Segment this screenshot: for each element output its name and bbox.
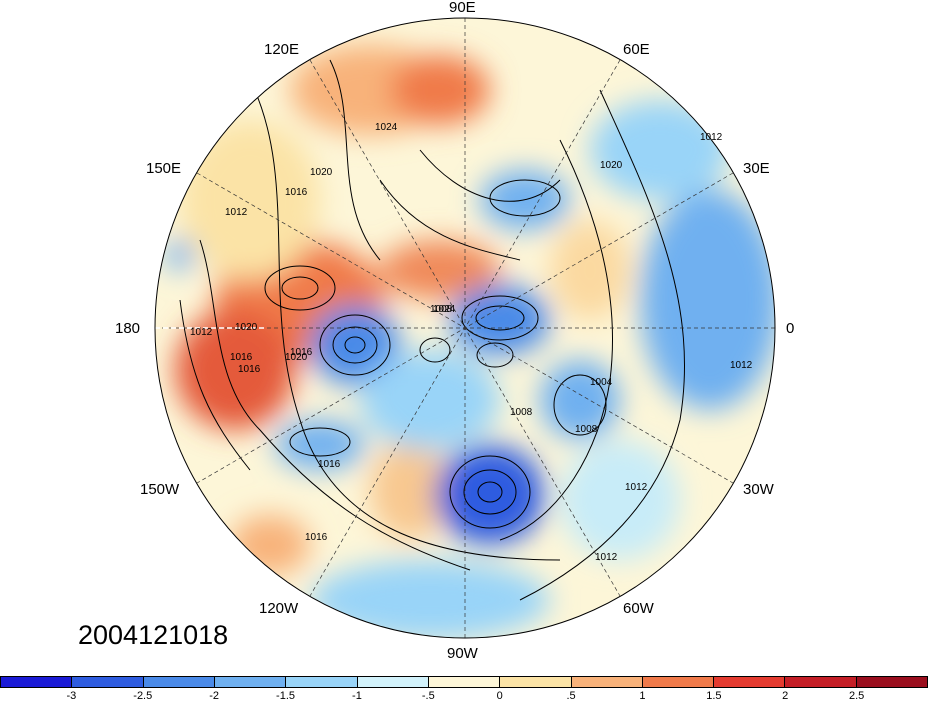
- timestamp-label: 2004121018: [78, 620, 229, 650]
- colorbar-swatch: [72, 676, 144, 688]
- contour-label: 1024: [375, 122, 398, 133]
- colorbar-tick-label: 1: [639, 690, 646, 702]
- contour-label: 1008: [575, 424, 598, 435]
- colorbar-tick-label: -3: [66, 690, 77, 702]
- colorbar-tick-label: -1.5: [276, 690, 296, 702]
- colorbar-swatch: [143, 676, 215, 688]
- contour-label: 1020: [600, 160, 623, 171]
- colorbar-swatch: [214, 676, 287, 688]
- meridian-grid: [155, 18, 775, 638]
- lon-label-90w: 90W: [447, 645, 478, 662]
- contour-label: 1008: [510, 407, 533, 418]
- lon-label-0: 0: [786, 320, 795, 337]
- contour-labels: 1024102010161012100810041020101610121008…: [190, 122, 753, 563]
- contour-label: 1020: [235, 322, 258, 333]
- contour-label: 1016: [318, 459, 341, 470]
- lon-label-30e: 30E: [743, 160, 770, 177]
- map-border: [154, 17, 776, 639]
- colorbar-swatch: [714, 676, 786, 688]
- lon-label-90e: 90E: [449, 0, 476, 16]
- contour-label: 1020: [310, 167, 333, 178]
- colorbar-swatch: [357, 676, 429, 688]
- lon-label-60w: 60W: [623, 600, 654, 617]
- colorbar-tick-label: 1.5: [706, 690, 722, 702]
- colorbar-tick-label: 0: [496, 690, 503, 702]
- colorbar-tick-label: 2.5: [848, 690, 865, 702]
- colorbar-tick-label: -2: [209, 690, 220, 702]
- colorbar-swatch: [428, 676, 501, 688]
- contour-label: 1012: [625, 482, 648, 493]
- contour-label: 1012: [190, 327, 213, 338]
- contour-label: 1012: [700, 132, 723, 143]
- contour-label: 1012: [225, 207, 248, 218]
- colorbar: [0, 676, 928, 688]
- colorbar-tick-label: .5: [566, 690, 576, 702]
- colorbar-swatch: [642, 676, 715, 688]
- colorbar-swatch: [785, 676, 857, 688]
- colorbar-swatch: [0, 676, 73, 688]
- lon-label-120e: 120E: [264, 41, 300, 58]
- lon-label-60e: 60E: [623, 41, 650, 58]
- colorbar-tick-label: -.5: [421, 690, 435, 702]
- contour-label: 1008: [430, 304, 453, 315]
- colorbar-tick-label: -2.5: [133, 690, 153, 702]
- colorbar-swatch: [286, 676, 358, 688]
- contour-label: 1020: [285, 352, 308, 363]
- lon-label-180: 180: [115, 320, 141, 337]
- lon-label-150w: 150W: [140, 481, 180, 498]
- contour-label: 1016: [238, 364, 261, 375]
- contour-label: 1012: [730, 360, 753, 371]
- pressure-contours: [179, 59, 686, 601]
- contour-label: 1004: [590, 377, 613, 388]
- contour-label: 1016: [290, 347, 313, 358]
- anomaly-shading: [155, 18, 775, 638]
- colorbar-tick-label: -1: [352, 690, 362, 702]
- contour-label: 1016: [230, 352, 253, 363]
- lon-label-120w: 120W: [259, 600, 299, 617]
- contour-label: 1012: [595, 552, 618, 563]
- contour-label: 1016: [285, 187, 308, 198]
- contour-label: 1024: [433, 304, 456, 315]
- colorbar-swatch: [571, 676, 643, 688]
- lon-label-30w: 30W: [743, 481, 774, 498]
- colorbar-tick-label: 2: [782, 690, 789, 702]
- lon-label-150e: 150E: [146, 160, 182, 177]
- colorbar-swatch: [856, 676, 928, 688]
- contour-label: 1016: [305, 532, 328, 543]
- colorbar-swatch: [500, 676, 572, 688]
